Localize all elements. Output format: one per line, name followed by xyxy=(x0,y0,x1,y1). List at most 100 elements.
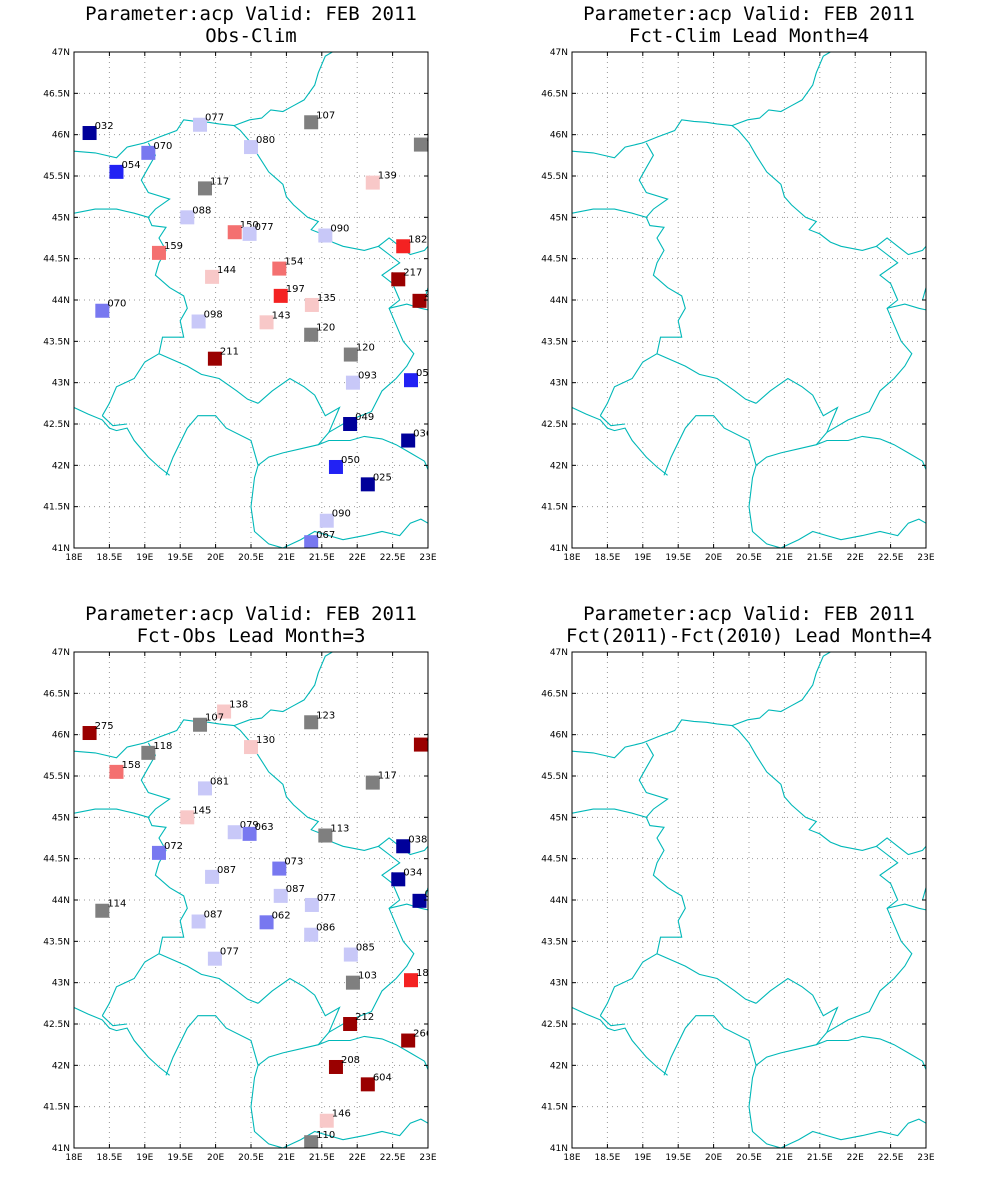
panel-title-line2: Obs-Clim xyxy=(205,25,297,47)
station-marker xyxy=(191,914,206,929)
lon-tick-label: 23E xyxy=(917,553,934,563)
station-marker xyxy=(82,126,97,141)
lon-tick-label: 23E xyxy=(917,1153,934,1163)
station-label: 098 xyxy=(204,309,223,320)
station-marker xyxy=(193,717,208,732)
lon-tick-label: 21.5E xyxy=(309,1153,335,1163)
station-marker xyxy=(365,775,380,790)
station-label: 090 xyxy=(332,509,351,520)
panel-title-line2: Fct-Obs Lead Month=3 xyxy=(137,625,366,647)
boundary-line xyxy=(572,1007,668,1076)
station-marker xyxy=(272,861,287,876)
lat-tick-label: 45.5N xyxy=(43,772,70,782)
station-marker xyxy=(109,764,124,779)
station-marker xyxy=(304,297,319,312)
lat-tick-label: 42.5N xyxy=(43,1020,70,1030)
boundary-line xyxy=(318,1035,428,1070)
lat-tick-label: 45N xyxy=(52,213,70,223)
lon-tick-label: 21.5E xyxy=(807,1153,833,1163)
station-marker xyxy=(151,245,166,260)
lat-tick-label: 42N xyxy=(550,461,568,471)
station-label: 034 xyxy=(403,867,422,878)
boundary-line xyxy=(165,1015,284,1148)
boundary-line xyxy=(318,435,428,470)
boundary-line xyxy=(74,52,333,159)
station-marker xyxy=(328,459,343,474)
station-marker xyxy=(304,535,319,548)
lon-tick-label: 20E xyxy=(705,1153,722,1163)
station-marker xyxy=(343,1017,358,1031)
station-label: 154 xyxy=(284,257,303,268)
lat-tick-label: 41N xyxy=(550,544,568,554)
station-marker xyxy=(318,828,333,843)
lat-tick-label: 44.5N xyxy=(43,255,70,265)
lat-tick-label: 47N xyxy=(52,48,70,58)
station-marker xyxy=(343,417,358,431)
boundary-line xyxy=(257,977,341,1066)
station-label: 067 xyxy=(316,530,335,541)
boundary-line xyxy=(886,903,926,911)
lon-tick-label: 20.5E xyxy=(736,1153,762,1163)
map-area xyxy=(572,52,926,548)
station-marker xyxy=(304,115,319,130)
lat-tick-label: 42N xyxy=(52,461,70,471)
boundary-line xyxy=(282,1118,428,1148)
lat-tick-label: 47N xyxy=(550,48,568,58)
station-marker xyxy=(205,269,220,284)
station-marker xyxy=(141,145,156,160)
station-label: 093 xyxy=(358,371,377,382)
station-marker xyxy=(304,327,319,342)
boundary-line xyxy=(101,742,188,1016)
lat-tick-label: 47N xyxy=(52,648,70,658)
station-label: 184 xyxy=(416,968,435,979)
lat-tick-label: 47N xyxy=(550,648,568,658)
station-marker xyxy=(244,140,258,155)
lon-tick-label: 20.5E xyxy=(736,553,762,563)
lat-tick-label: 41.5N xyxy=(541,1103,568,1113)
lat-tick-label: 46N xyxy=(52,131,70,141)
station-label: 212 xyxy=(355,1012,374,1023)
station-label: 150 xyxy=(240,220,259,231)
station-marker xyxy=(273,888,288,903)
station-label: 077 xyxy=(255,222,274,233)
station-marker xyxy=(319,1113,334,1128)
lon-tick-label: 20E xyxy=(705,553,722,563)
station-label: 120 xyxy=(356,343,375,354)
lat-tick-label: 41.5N xyxy=(43,503,70,513)
lon-tick-label: 20.5E xyxy=(238,1153,264,1163)
station-marker xyxy=(318,228,333,243)
boundary-line xyxy=(257,377,341,466)
lat-tick-label: 46.5N xyxy=(541,89,568,99)
lon-tick-label: 18E xyxy=(563,1153,580,1163)
station-marker xyxy=(391,272,406,287)
lon-tick-label: 23E xyxy=(419,553,436,563)
lat-tick-label: 41.5N xyxy=(541,503,568,513)
lat-tick-label: 45N xyxy=(52,813,70,823)
boundary-line xyxy=(101,415,128,427)
station-marker xyxy=(207,951,222,966)
station-label: 062 xyxy=(272,910,291,921)
station-marker xyxy=(141,745,156,760)
station-label: 145 xyxy=(192,805,211,816)
lat-tick-label: 45N xyxy=(550,813,568,823)
station-marker xyxy=(227,825,242,840)
station-label: 144 xyxy=(217,265,236,276)
station-label: 117 xyxy=(378,771,397,782)
station-marker xyxy=(227,225,242,240)
station-marker xyxy=(413,737,428,752)
station-label: 110 xyxy=(316,1130,335,1141)
lat-tick-label: 42.5N xyxy=(541,420,568,430)
station-label: 080 xyxy=(256,135,275,146)
lon-tick-label: 18E xyxy=(65,1153,82,1163)
station-label: 106 xyxy=(426,133,445,144)
lon-tick-label: 22.5E xyxy=(380,553,406,563)
lon-tick-label: 19.5E xyxy=(167,1153,193,1163)
boundary-line xyxy=(876,237,926,256)
station-label: 117 xyxy=(210,176,229,187)
panel-title-line2: Fct(2011)-Fct(2010) Lead Month=4 xyxy=(566,625,932,647)
lon-tick-label: 21.5E xyxy=(807,553,833,563)
boundary-line xyxy=(780,1118,926,1148)
lon-tick-label: 21.5E xyxy=(309,553,335,563)
